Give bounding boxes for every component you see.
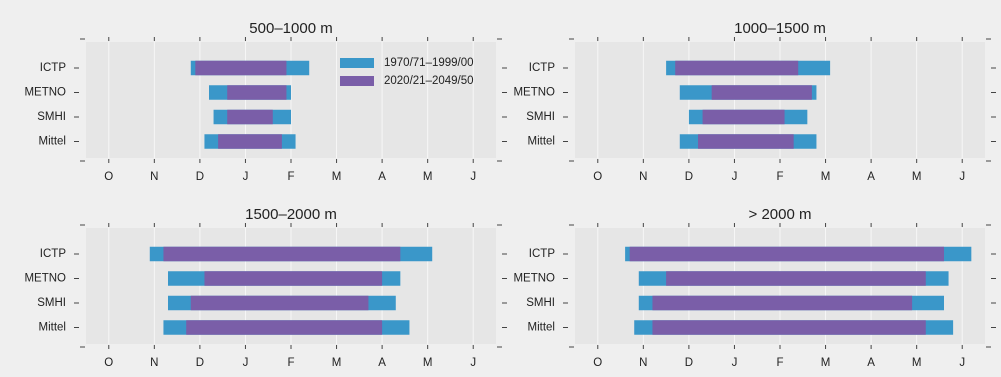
- legend-label: 1970/71–1999/00: [384, 57, 474, 69]
- bar-segment: [702, 109, 785, 125]
- x-tick-label: J: [732, 171, 738, 183]
- bar-segment: [652, 320, 926, 335]
- bar-segment: [711, 85, 812, 100]
- bar-segment: [195, 60, 287, 76]
- y-tick-label: Mittel: [39, 136, 66, 148]
- x-tick-label: F: [776, 171, 783, 183]
- bar-segment: [163, 246, 401, 262]
- y-tick-label: METNO: [24, 87, 66, 99]
- y-tick-label: ICTP: [40, 62, 67, 74]
- x-tick-label: N: [150, 357, 158, 369]
- x-tick-label: D: [685, 357, 693, 369]
- y-tick-label: METNO: [513, 87, 555, 99]
- x-tick-label: D: [685, 171, 693, 183]
- chart-panel: 1500–2000 m O N D J F M A M J ICTP METNO SMHI Mittel: [24, 206, 507, 369]
- x-tick-label: M: [332, 171, 342, 183]
- y-tick-label: ICTP: [40, 248, 67, 260]
- x-tick-label: N: [639, 357, 647, 369]
- x-tick-label: M: [821, 357, 831, 369]
- y-tick-label: SMHI: [37, 297, 66, 309]
- x-tick-label: J: [732, 357, 738, 369]
- bar-segment: [186, 320, 383, 335]
- y-tick-label: SMHI: [526, 111, 555, 123]
- x-tick-label: M: [821, 171, 831, 183]
- chart-panel: 500–1000 m O N D J F M A M J ICTP METNO SMHI Mittel: [24, 20, 507, 183]
- bar-segment: [629, 246, 944, 262]
- bar-segment: [227, 109, 273, 125]
- x-tick-label: D: [196, 357, 204, 369]
- x-tick-label: F: [287, 357, 294, 369]
- chart-panel: 1000–1500 m O N D J F M A M J ICTP METNO SMHI Mittel: [513, 20, 996, 183]
- chart-panels: 500–1000 mO N D J F M A M JICTPMETNOSMHIMittel10…: [24, 20, 996, 369]
- y-tick-label: METNO: [24, 273, 66, 285]
- y-tick-label: METNO: [513, 273, 555, 285]
- x-tick-label: J: [470, 171, 476, 183]
- y-tick-label: SMHI: [37, 111, 66, 123]
- x-tick-label: F: [776, 357, 783, 369]
- x-tick-label: N: [639, 171, 647, 183]
- y-tick-label: ICTP: [529, 62, 556, 74]
- panel-title: 500–1000 m: [249, 20, 332, 37]
- x-tick-label: N: [150, 171, 158, 183]
- x-tick-label: M: [423, 357, 433, 369]
- x-tick-label: M: [912, 357, 922, 369]
- y-tick-label: Mittel: [39, 322, 66, 334]
- bar-segment: [698, 134, 794, 149]
- legend-swatch: [340, 58, 374, 68]
- bar-segment: [218, 134, 282, 149]
- x-tick-label: A: [378, 171, 386, 183]
- x-tick-label: O: [593, 171, 602, 183]
- x-tick-label: J: [959, 357, 965, 369]
- y-tick-label: Mittel: [528, 322, 555, 334]
- panel-title: 1000–1500 m: [734, 20, 826, 37]
- legend-label: 2020/21–2049/50: [384, 75, 474, 87]
- legend-swatch: [340, 76, 374, 86]
- x-tick-label: M: [912, 171, 922, 183]
- bar-segment: [190, 295, 369, 311]
- x-tick-label: A: [867, 357, 875, 369]
- x-tick-label: O: [593, 357, 602, 369]
- y-tick-label: SMHI: [526, 297, 555, 309]
- x-tick-label: J: [959, 171, 965, 183]
- x-tick-label: D: [196, 171, 204, 183]
- x-tick-label: F: [287, 171, 294, 183]
- x-tick-label: O: [104, 171, 113, 183]
- bar-segment: [204, 271, 383, 286]
- x-tick-label: M: [423, 171, 433, 183]
- panel-title: 1500–2000 m: [245, 206, 337, 223]
- x-tick-label: A: [867, 171, 875, 183]
- x-tick-label: J: [470, 357, 476, 369]
- chart-panel: > 2000 m O N D J F M A M J ICTP METNO SMHI Mittel: [513, 206, 996, 369]
- x-tick-label: M: [332, 357, 342, 369]
- x-tick-label: A: [378, 357, 386, 369]
- bar-segment: [652, 295, 913, 311]
- x-tick-label: O: [104, 357, 113, 369]
- x-tick-label: J: [243, 357, 249, 369]
- bar-segment: [675, 60, 799, 76]
- legend: 1970/71–1999/00 2020/21–2049/50: [340, 57, 474, 87]
- panel-title: > 2000 m: [749, 206, 812, 223]
- y-tick-label: Mittel: [528, 136, 555, 148]
- y-tick-label: ICTP: [529, 248, 556, 260]
- bar-segment: [227, 85, 287, 100]
- x-tick-label: J: [243, 171, 249, 183]
- bar-segment: [666, 271, 926, 286]
